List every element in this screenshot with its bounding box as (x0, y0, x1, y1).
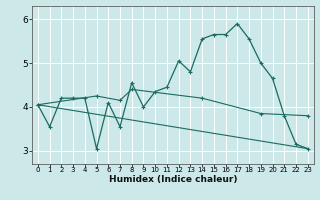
X-axis label: Humidex (Indice chaleur): Humidex (Indice chaleur) (108, 175, 237, 184)
